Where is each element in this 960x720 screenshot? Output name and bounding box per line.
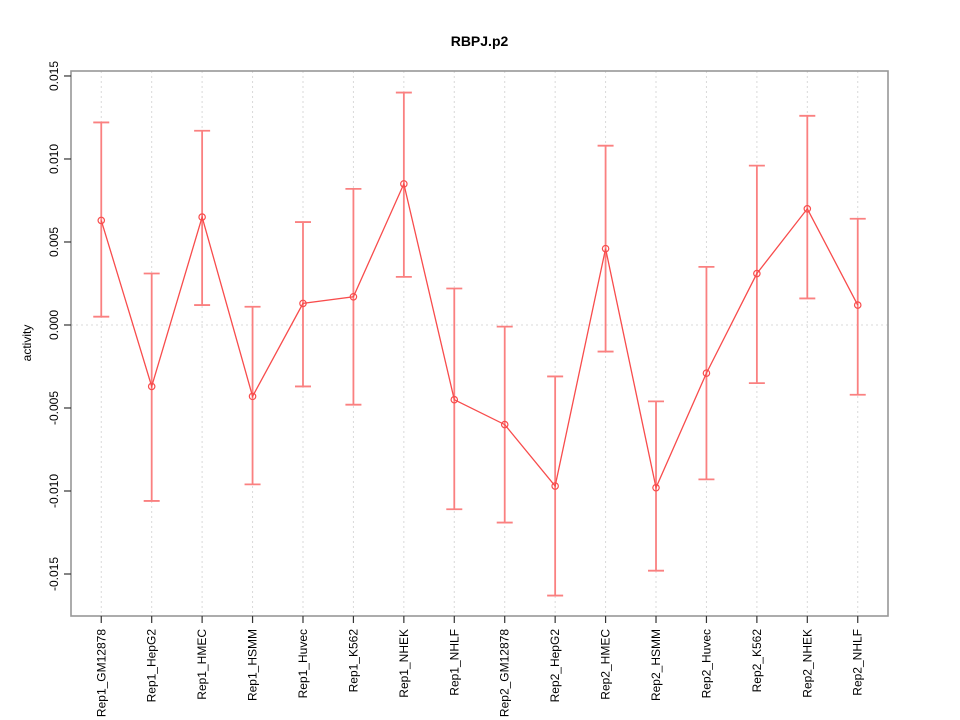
x-tick-label: Rep2_NHLF xyxy=(851,629,865,696)
y-tick-label: -0.010 xyxy=(47,474,61,508)
y-axis-title: activity xyxy=(20,324,34,362)
y-tick-label: 0.000 xyxy=(47,310,61,340)
x-tick-label: Rep1_NHEK xyxy=(397,629,411,698)
error-bar xyxy=(849,217,866,396)
gridlines xyxy=(71,71,888,616)
x-tick-label: Rep1_K562 xyxy=(346,629,360,693)
data-point-marker xyxy=(349,292,358,301)
data-point-marker xyxy=(601,244,610,253)
x-tick-label: Rep1_NHLF xyxy=(447,629,461,696)
data-point-marker xyxy=(248,392,257,401)
data-point-marker xyxy=(702,369,711,377)
y-tick-label: -0.015 xyxy=(47,557,61,591)
data-point-marker xyxy=(147,382,156,391)
y-tick-label: -0.005 xyxy=(47,391,61,425)
y-tick-label: 0.015 xyxy=(47,61,61,91)
x-tick-label: Rep1_Huvec xyxy=(296,629,310,698)
data-point-marker xyxy=(198,213,206,221)
x-tick-label: Rep1_HSMM xyxy=(246,629,260,701)
y-tick-label: 0.010 xyxy=(47,144,61,174)
x-tick-label: Rep2_HSMM xyxy=(649,629,663,701)
data-point-marker xyxy=(450,395,459,404)
data-point-marker xyxy=(400,180,408,188)
data-point-marker xyxy=(500,420,509,429)
x-tick-label: Rep2_HepG2 xyxy=(548,629,562,703)
x-tick-label: Rep1_HepG2 xyxy=(145,629,159,703)
data-point-marker xyxy=(753,269,761,278)
data-point-marker xyxy=(652,483,660,492)
data-point-marker xyxy=(803,204,812,213)
x-tick-label: Rep2_HMEC xyxy=(599,629,613,700)
x-axis: Rep1_GM12878 Rep1_HepG2 Rep1_HMEC Rep1_HSMM… xyxy=(94,616,865,717)
x-tick-label: Rep2_GM12878 xyxy=(498,629,512,717)
plot-border xyxy=(70,70,889,617)
x-tick-label: Rep1_GM12878 xyxy=(94,629,108,717)
x-tick-label: Rep2_K562 xyxy=(750,629,764,693)
data-point-marker xyxy=(551,482,559,490)
x-tick-label: Rep1_HMEC xyxy=(195,629,209,700)
chart-title: RBPJ.p2 xyxy=(450,33,509,49)
data-point-marker xyxy=(299,299,307,308)
x-tick-label: Rep2_Huvec xyxy=(699,629,713,698)
error-bar xyxy=(799,114,816,300)
x-tick-label: Rep2_NHEK xyxy=(800,629,814,698)
data-point-marker xyxy=(853,301,862,309)
error-bars xyxy=(93,91,866,597)
error-bar xyxy=(93,121,110,318)
y-tick-label: 0.005 xyxy=(47,227,61,257)
y-axis: -0.015 -0.010 -0.005 0.000 0.005 0.010 0.015 xyxy=(47,61,71,591)
series-line xyxy=(100,181,859,490)
data-point-marker xyxy=(97,216,106,225)
markers xyxy=(97,180,862,492)
